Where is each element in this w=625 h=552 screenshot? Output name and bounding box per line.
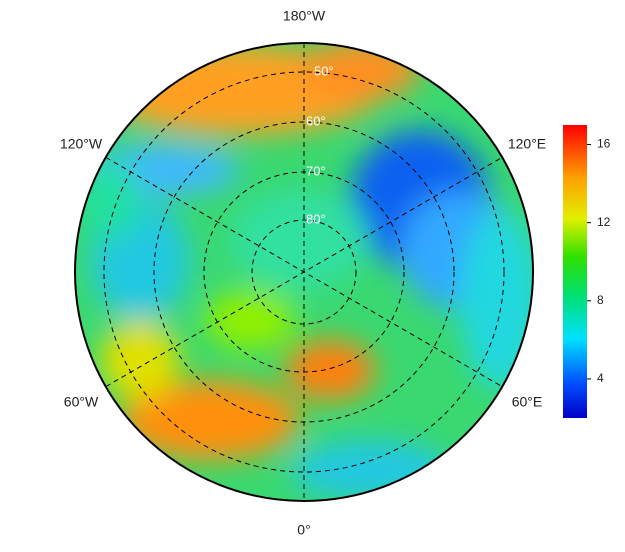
- longitude-label: 120°W: [60, 136, 103, 152]
- latitude-label: 60°: [306, 113, 326, 128]
- map-border: [74, 42, 534, 502]
- longitude-label: 180°W: [283, 8, 326, 24]
- latitude-label: 70°: [306, 163, 326, 178]
- colorbar: 4 8 12 16: [563, 125, 611, 418]
- latitude-label: 50°: [314, 63, 334, 78]
- longitude-label: 120°E: [508, 136, 546, 152]
- longitude-label: 60°W: [64, 394, 99, 410]
- latitude-label: 80°: [306, 211, 326, 226]
- graticule: [103, 43, 505, 501]
- colorbar-tick-label: 16: [597, 137, 611, 151]
- colorbar-tick-label: 12: [597, 215, 611, 229]
- longitude-label: 0°: [297, 522, 310, 538]
- colorbar-tick-label: 4: [597, 371, 604, 385]
- colorbar-tick-label: 8: [597, 293, 604, 307]
- longitude-label: 60°E: [512, 394, 543, 410]
- colorbar-ramp: [563, 125, 587, 418]
